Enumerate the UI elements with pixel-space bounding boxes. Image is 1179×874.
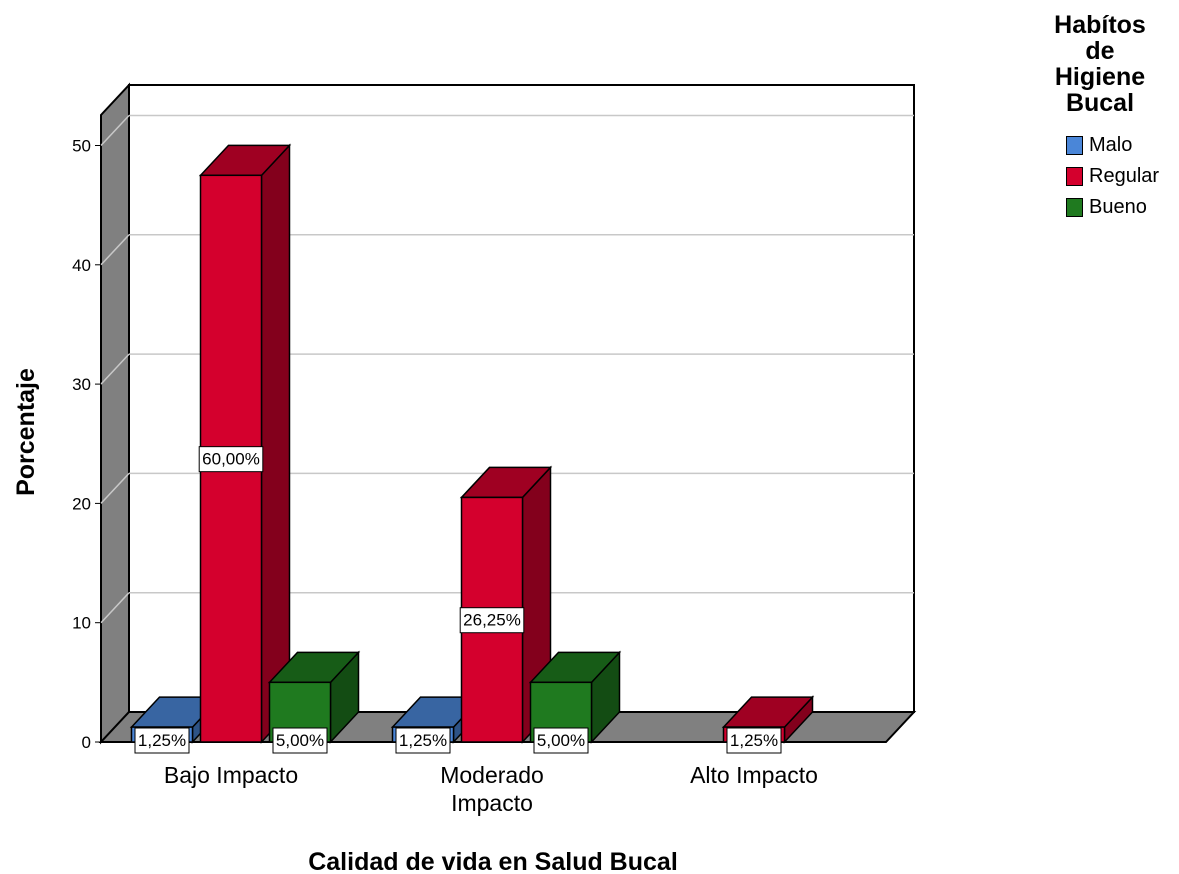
- data-label-text: 26,25%: [463, 611, 521, 630]
- data-label-text: 5,00%: [276, 731, 324, 750]
- legend-label: Regular: [1089, 165, 1159, 188]
- legend-title: Habítos de Higiene Bucal: [1050, 12, 1150, 116]
- data-label: 5,00%: [273, 728, 327, 753]
- legend-title-line: de: [1050, 38, 1150, 64]
- y-axis-title: Porcentaje: [12, 368, 40, 496]
- data-label-text: 1,25%: [138, 731, 186, 750]
- y-tick-label: 20: [72, 494, 91, 513]
- legend-swatch: [1066, 167, 1083, 186]
- legend-title-line: Habítos: [1050, 12, 1150, 38]
- x-tick-label: Impacto: [451, 790, 533, 816]
- legend-entries: Malo Regular Bueno: [1040, 130, 1175, 223]
- x-tick-label: Moderado: [440, 762, 544, 788]
- legend-label: Malo: [1089, 134, 1132, 157]
- y-tick-label: 30: [72, 375, 91, 394]
- bar-side: [262, 145, 290, 742]
- data-label-text: 1,25%: [399, 731, 447, 750]
- data-label-text: 1,25%: [730, 731, 778, 750]
- legend: Habítos de Higiene Bucal Malo Regular Bueno: [1040, 12, 1175, 223]
- y-tick-label: 0: [82, 733, 91, 752]
- x-tick-label: Alto Impacto: [690, 762, 818, 788]
- data-label: 1,25%: [396, 728, 450, 753]
- data-label: 60,00%: [199, 447, 263, 472]
- y-tick-label: 10: [72, 614, 91, 633]
- legend-entry: Regular: [1066, 161, 1175, 192]
- data-label: 5,00%: [534, 728, 588, 753]
- legend-label: Bueno: [1089, 196, 1147, 219]
- bar-regular: [201, 145, 290, 742]
- data-label: 26,25%: [460, 608, 524, 633]
- legend-title-line: Bucal: [1050, 90, 1150, 116]
- legend-entry: Bueno: [1066, 192, 1175, 223]
- y-tick-label: 50: [72, 137, 91, 156]
- legend-swatch: [1066, 198, 1083, 217]
- legend-swatch: [1066, 136, 1083, 155]
- data-label-text: 60,00%: [202, 450, 260, 469]
- x-tick-label: Bajo Impacto: [164, 762, 298, 788]
- data-label-text: 5,00%: [537, 731, 585, 750]
- data-label: 1,25%: [135, 728, 189, 753]
- left-wall: [101, 85, 129, 742]
- legend-title-line: Higiene: [1050, 64, 1150, 90]
- data-label: 1,25%: [727, 728, 781, 753]
- y-tick-label: 40: [72, 256, 91, 275]
- x-axis-title: Calidad de vida en Salud Bucal: [308, 848, 678, 874]
- legend-entry: Malo: [1066, 130, 1175, 161]
